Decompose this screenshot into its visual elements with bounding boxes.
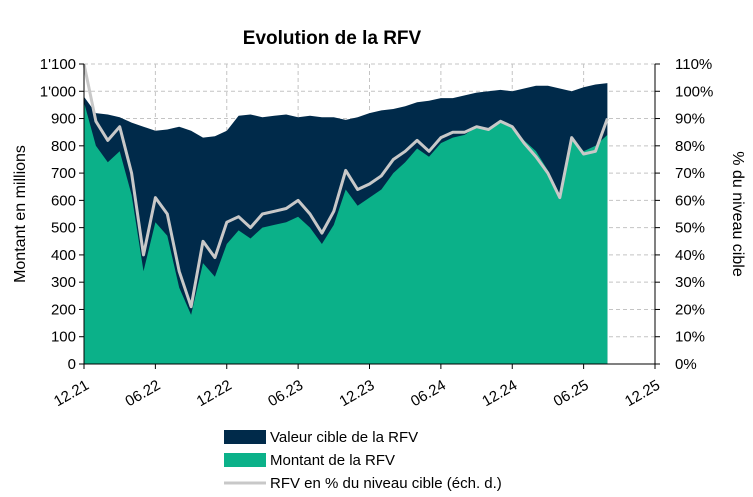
y-tick-label-right: 50% xyxy=(675,220,705,237)
area-amount xyxy=(84,102,608,364)
legend-label-amount: Montant de la RFV xyxy=(270,452,395,469)
y-tick-label-left: 200 xyxy=(51,301,76,318)
y-tick-label-left: 700 xyxy=(51,165,76,182)
y-tick-label-left: 400 xyxy=(51,247,76,264)
y-tick-label-left: 100 xyxy=(51,329,76,346)
x-ticks: 12.21 06.22 12.22 06.23 12.23 06.24 12.24 06.25… xyxy=(51,364,663,410)
x-tick-label: 12.25 xyxy=(622,377,663,410)
legend-label-target: Valeur cible de la RFV xyxy=(270,429,418,446)
legend-label-ratio: RFV en % du niveau cible (éch. d.) xyxy=(270,475,502,492)
y-axis-label-left: Montant en millions xyxy=(12,145,29,283)
y-tick-label-right: 80% xyxy=(675,138,705,155)
chart-title: Evolution de la RFV xyxy=(243,28,422,49)
y-tick-label-left: 300 xyxy=(51,274,76,291)
line-ratio xyxy=(82,63,609,309)
y-tick-label-right: 20% xyxy=(675,301,705,318)
y-tick-label-left: 1'100 xyxy=(40,56,76,73)
legend: Valeur cible de la RFV Montant de la RFV… xyxy=(224,429,502,492)
y-tick-label-right: 40% xyxy=(675,247,705,264)
y-tick-label-right: 10% xyxy=(675,329,705,346)
y-tick-label-left: 900 xyxy=(51,111,76,128)
plot-area xyxy=(82,63,609,364)
y-tick-label-right: 90% xyxy=(675,111,705,128)
y-tick-label-left: 800 xyxy=(51,138,76,155)
x-tick-label: 12.21 xyxy=(51,377,92,410)
y-tick-label-right: 100% xyxy=(675,83,713,100)
legend-swatch-target xyxy=(224,430,266,444)
y-axis-label-right: % du niveau cible xyxy=(729,151,746,277)
x-tick-label: 06.23 xyxy=(265,377,306,410)
x-tick-label: 12.23 xyxy=(336,377,377,410)
x-tick-label: 06.24 xyxy=(408,377,449,410)
y-tick-label-left: 600 xyxy=(51,192,76,209)
x-tick-label: 12.22 xyxy=(194,377,235,410)
y-tick-label-right: 30% xyxy=(675,274,705,291)
x-tick-label: 12.24 xyxy=(479,377,520,410)
y-tick-label-right: 60% xyxy=(675,192,705,209)
x-tick-label: 06.25 xyxy=(551,377,592,410)
legend-swatch-amount xyxy=(224,453,266,467)
y-ticks-left: 0 100 200 300 400 500 600 700 800 900 1'000 1'100 xyxy=(40,56,84,373)
y-ticks-right: 0% 10% 20% 30% 40% 50% 60% 70% 80% 90% 100% 110% xyxy=(655,56,713,373)
y-tick-label-left: 0 xyxy=(68,356,76,373)
y-tick-label-right: 110% xyxy=(675,56,712,73)
y-tick-label-right: 70% xyxy=(675,165,705,182)
y-tick-label-right: 0% xyxy=(675,356,697,373)
x-tick-label: 06.22 xyxy=(122,377,163,410)
y-tick-label-left: 1'000 xyxy=(40,83,76,100)
y-tick-label-left: 500 xyxy=(51,220,76,237)
